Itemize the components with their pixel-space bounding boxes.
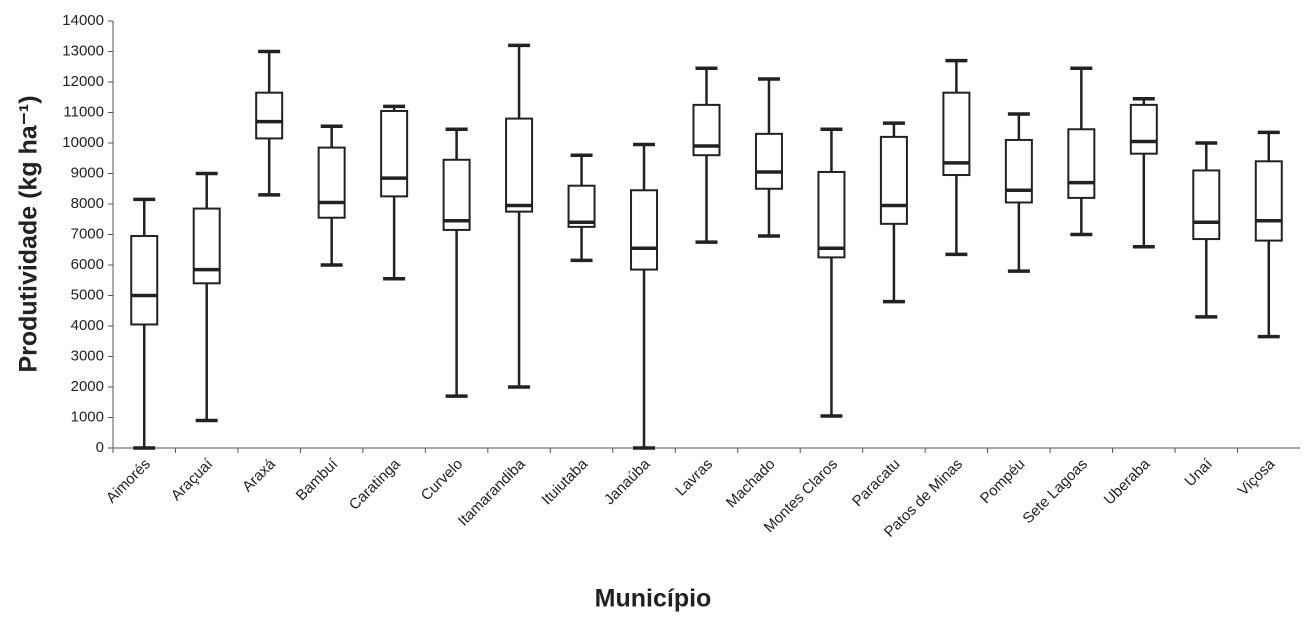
y-tick-label: 7000 (71, 225, 104, 242)
x-tick-label: Araxá (239, 455, 279, 495)
box (567, 184, 596, 228)
box (630, 189, 659, 271)
y-axis-title: Produtividade (kg ha⁻¹) (15, 95, 43, 372)
x-tick-label: Viçosa (1235, 455, 1279, 499)
box (255, 91, 284, 140)
y-tick-label: 5000 (71, 286, 104, 303)
x-tick-label: Sete Lagoas (1019, 456, 1091, 528)
x-tick-label: Aimorés (103, 456, 154, 507)
y-tick-label: 1000 (71, 408, 104, 425)
box (754, 132, 783, 190)
y-tick-label: 2000 (71, 378, 104, 395)
x-tick-label: Janaúba (601, 455, 654, 508)
box (380, 109, 409, 198)
y-tick-label: 9000 (71, 164, 104, 181)
y-tick-label: 14000 (62, 12, 104, 29)
x-axis-title: Município (595, 585, 712, 613)
x-tick-label: Paracatu (849, 456, 903, 510)
box (1067, 128, 1096, 199)
box (1254, 160, 1283, 242)
y-tick-label: 4000 (71, 317, 104, 334)
y-tick-label: 3000 (71, 347, 104, 364)
box (1129, 103, 1158, 155)
box (1004, 138, 1033, 204)
y-tick-label: 10000 (62, 134, 104, 151)
box (317, 146, 346, 219)
x-tick-label: Caratinga (346, 455, 404, 513)
box (817, 170, 846, 259)
box (1192, 169, 1221, 241)
x-tick-label: Bambuí (293, 455, 342, 504)
x-tick-label: Ituiutaba (538, 455, 591, 508)
box (130, 235, 159, 326)
y-tick-label: 11000 (63, 103, 104, 120)
x-tick-label: Machado (723, 456, 779, 512)
x-tick-label: Uberaba (1101, 455, 1154, 508)
x-tick-label: Lavras (672, 456, 716, 500)
x-tick-label: Curvelo (418, 456, 467, 505)
box (192, 207, 221, 285)
box (879, 135, 908, 225)
y-tick-label: 0 (96, 439, 104, 456)
y-tick-label: 13000 (62, 42, 104, 59)
y-tick-label: 12000 (62, 73, 104, 90)
x-tick-label: Itamarandiba (455, 455, 529, 529)
x-tick-label: Unaí (1181, 455, 1216, 490)
x-tick-label: Pompéu (977, 456, 1029, 508)
y-tick-label: 6000 (71, 256, 104, 273)
y-tick-label: 8000 (71, 195, 104, 212)
box (505, 117, 534, 213)
box (442, 158, 471, 231)
x-tick-label: Araçuaí (168, 455, 217, 504)
